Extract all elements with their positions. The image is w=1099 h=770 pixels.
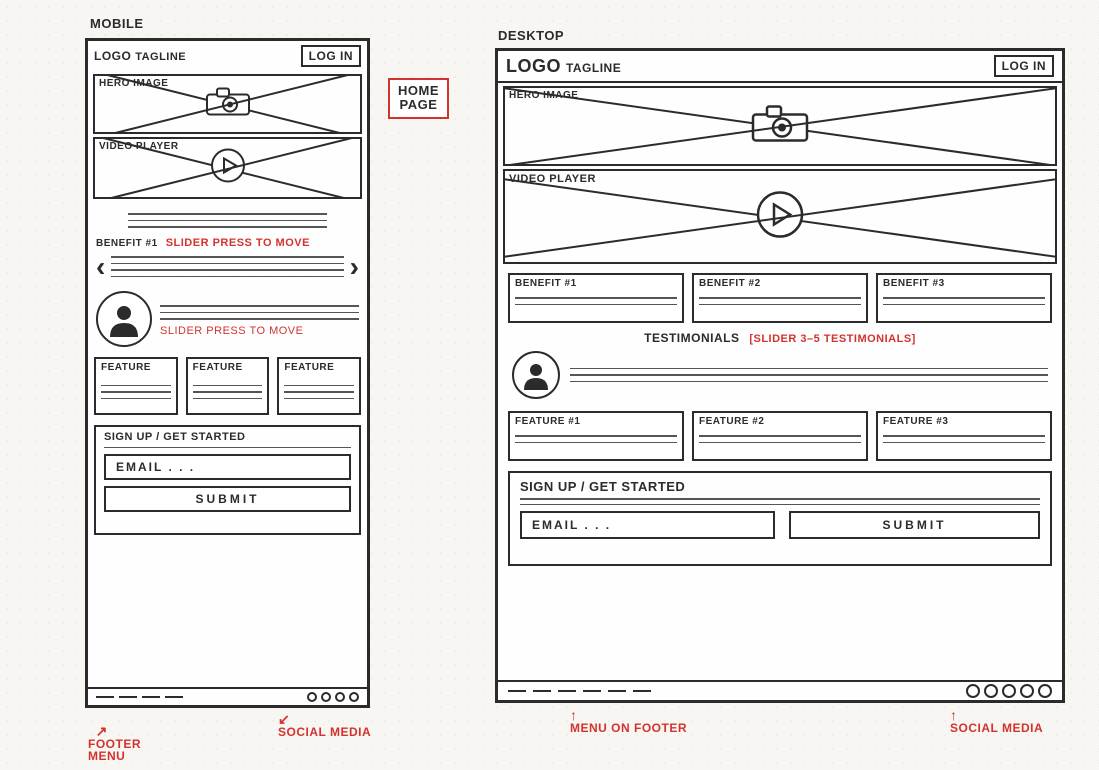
desktop-testimonials-header: TESTIMONIALS [SLIDER 3–5 TESTIMONIALS] [498,329,1062,347]
annot-menu-footer: ↑MENU ON FOOTER [570,708,687,734]
desktop-logo-block: LOGO TAGLINE [506,56,621,77]
slider-note: SLIDER PRESS TO MOVE [166,237,310,249]
desktop-footer [498,680,1062,700]
benefit-card: BENEFIT #3 [876,273,1052,323]
hero-label: HERO IMAGE [509,90,578,101]
benefit-card: BENEFIT #2 [692,273,868,323]
video-label: VIDEO PLAYER [509,173,596,185]
camera-icon [205,87,251,122]
feature-card: FEATURE [94,357,178,415]
label-desktop: DESKTOP [498,28,564,43]
desktop-header: LOGO TAGLINE LOG IN [498,51,1062,83]
feature-title: FEATURE #1 [515,416,677,427]
email-input[interactable]: EMAIL . . . [520,511,775,539]
login-button[interactable]: LOG IN [301,45,361,67]
mobile-footer [88,687,367,705]
desktop-signup: SIGN UP / GET STARTED EMAIL . . . SUBMIT [508,471,1052,566]
annot-social-desktop: ↑SOCIAL MEDIA [950,708,1043,734]
desktop-frame: LOGO TAGLINE LOG IN HERO IMAGE VIDEO PLA… [495,48,1065,703]
video-label: VIDEO PLAYER [99,141,179,152]
footer-menu-dashes[interactable] [96,696,183,698]
home-page-tag: HOME PAGE [388,78,449,119]
home-tag-l2: PAGE [400,97,438,112]
testimonials-note: [SLIDER 3–5 TESTIMONIALS] [749,333,916,345]
annot-footer-menu: ↗FOOTER MENU [88,712,141,762]
mobile-benefit-block: BENEFIT #1 SLIDER PRESS TO MOVE ‹ › [88,235,367,285]
tagline-text: TAGLINE [135,51,186,63]
mobile-frame: LOGO TAGLINE LOG IN HERO IMAGE VIDEO PLA… [85,38,370,708]
feature-title: FEATURE [284,362,354,373]
mobile-features: FEATURE FEATURE FEATURE [88,353,367,419]
social-icons[interactable] [307,692,359,702]
tagline-text: TAGLINE [566,61,621,75]
slider-note-2: SLIDER PRESS TO MOVE [160,325,359,337]
benefit-title: BENEFIT #3 [883,278,1045,289]
desktop-video: VIDEO PLAYER [503,169,1057,264]
home-tag-l1: HOME [398,83,439,98]
logo-text: LOGO [506,56,561,76]
mobile-logo-block: LOGO TAGLINE [94,49,186,63]
benefit-title: BENEFIT #1 [96,238,158,249]
login-button[interactable]: LOG IN [994,55,1054,77]
chevron-left-icon[interactable]: ‹ [96,251,105,283]
label-mobile: MOBILE [90,16,144,31]
benefit-title: BENEFIT #1 [515,278,677,289]
signup-title: SIGN UP / GET STARTED [520,479,1040,494]
mobile-signup: SIGN UP / GET STARTED EMAIL . . . SUBMIT [94,425,361,535]
mobile-video: VIDEO PLAYER [93,137,362,199]
social-icons[interactable] [966,684,1052,698]
desktop-testimonial[interactable] [498,347,1062,407]
mobile-hero: HERO IMAGE [93,74,362,134]
benefit-title: BENEFIT #2 [699,278,861,289]
submit-button[interactable]: SUBMIT [104,486,351,512]
feature-card: FEATURE #2 [692,411,868,461]
chevron-right-icon[interactable]: › [350,251,359,283]
desktop-benefits: BENEFIT #1 BENEFIT #2 BENEFIT #3 [498,267,1062,329]
feature-card: FEATURE #1 [508,411,684,461]
feature-title: FEATURE [193,362,263,373]
mobile-testimonial[interactable]: SLIDER PRESS TO MOVE [88,285,367,353]
logo-text: LOGO [94,49,131,63]
desktop-hero: HERO IMAGE [503,86,1057,166]
email-input[interactable]: EMAIL . . . [104,454,351,480]
avatar-icon [512,351,560,399]
signup-title: SIGN UP / GET STARTED [104,431,351,443]
annot-social: ↙SOCIAL MEDIA [278,712,371,738]
play-icon[interactable] [755,189,805,244]
feature-title: FEATURE [101,362,171,373]
mobile-header: LOGO TAGLINE LOG IN [88,41,367,71]
feature-title: FEATURE #2 [699,416,861,427]
feature-card: FEATURE [186,357,270,415]
feature-title: FEATURE #3 [883,416,1045,427]
benefit-card: BENEFIT #1 [508,273,684,323]
desktop-features: FEATURE #1 FEATURE #2 FEATURE #3 [498,407,1062,465]
camera-icon [751,105,809,148]
hero-label: HERO IMAGE [99,78,168,89]
feature-card: FEATURE [277,357,361,415]
play-icon[interactable] [210,148,246,189]
feature-card: FEATURE #3 [876,411,1052,461]
mobile-intro-lines [88,202,367,235]
avatar-icon [96,291,152,347]
submit-button[interactable]: SUBMIT [789,511,1040,539]
footer-menu-dashes[interactable] [508,690,651,692]
mobile-benefit-slider[interactable]: ‹ › [96,251,359,283]
testimonials-label: TESTIMONIALS [644,331,739,345]
